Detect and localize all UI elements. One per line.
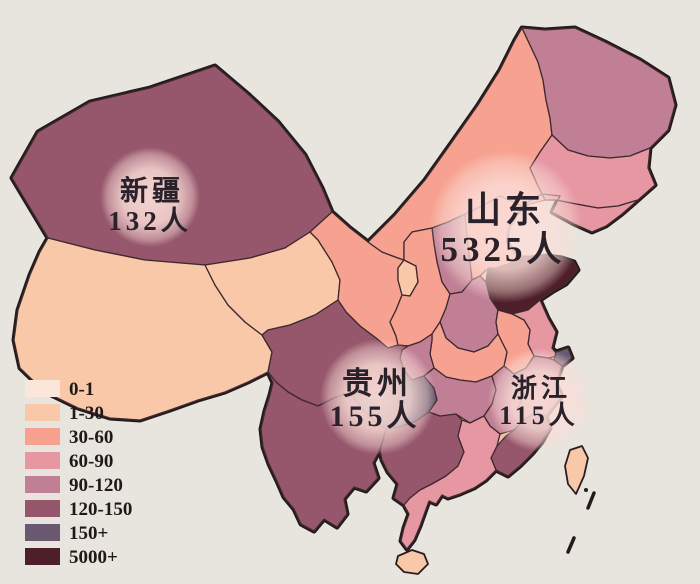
province-guangdong: [400, 415, 501, 550]
callout-xinjiang: 新疆 132人: [100, 147, 200, 247]
region-value-label: 115人: [499, 401, 579, 430]
legend: 0-1 1-30 30-60 60-90 90-120 120-150 150+: [25, 379, 132, 568]
legend-label: 1-30: [69, 403, 104, 424]
legend-swatch: [25, 548, 60, 565]
legend-row: 150+: [25, 523, 108, 544]
legend-label: 5000+: [69, 547, 118, 568]
region-name-label: 新疆: [120, 175, 184, 207]
province-taiwan: [564, 445, 589, 495]
legend-label: 120-150: [69, 499, 132, 520]
legend-swatch: [25, 404, 60, 421]
legend-swatch: [25, 452, 60, 469]
callout-shandong: 山东 5325人: [430, 151, 582, 303]
region-name-label: 浙江: [511, 374, 571, 403]
callout-zhejiang: 浙江 115人: [488, 348, 592, 452]
sea-boundary-dash: [586, 491, 596, 510]
legend-row: 5000+: [25, 547, 118, 568]
legend-label: 150+: [69, 523, 108, 544]
province-hainan: [395, 549, 429, 575]
legend-label: 30-60: [69, 427, 113, 448]
callout-circle: [430, 151, 582, 303]
legend-label: 0-1: [69, 379, 94, 400]
region-value-label: 155人: [330, 400, 421, 433]
legend-row: 120-150: [25, 499, 132, 520]
legend-row: 1-30: [25, 403, 104, 424]
legend-row: 60-90: [25, 451, 113, 472]
callout-circle: [320, 339, 436, 455]
callout-circle: [100, 147, 200, 247]
legend-label: 60-90: [69, 451, 113, 472]
region-value-label: 132人: [108, 206, 192, 236]
legend-row: 30-60: [25, 427, 113, 448]
sea-boundary-dash: [566, 536, 576, 554]
legend-row: 0-1: [25, 379, 94, 400]
legend-swatch: [25, 476, 60, 493]
legend-swatch: [25, 380, 60, 397]
legend-swatch: [25, 500, 60, 517]
legend-row: 90-120: [25, 475, 123, 496]
callout-circle: [488, 348, 592, 452]
callout-guizhou: 贵州 155人: [320, 339, 436, 455]
legend-label: 90-120: [69, 475, 123, 496]
region-name-label: 贵州: [342, 366, 412, 401]
region-name-label: 山东: [465, 190, 545, 230]
region-value-label: 5325人: [440, 230, 565, 269]
island-dot: [584, 488, 588, 492]
legend-swatch: [25, 524, 60, 541]
legend-swatch: [25, 428, 60, 445]
